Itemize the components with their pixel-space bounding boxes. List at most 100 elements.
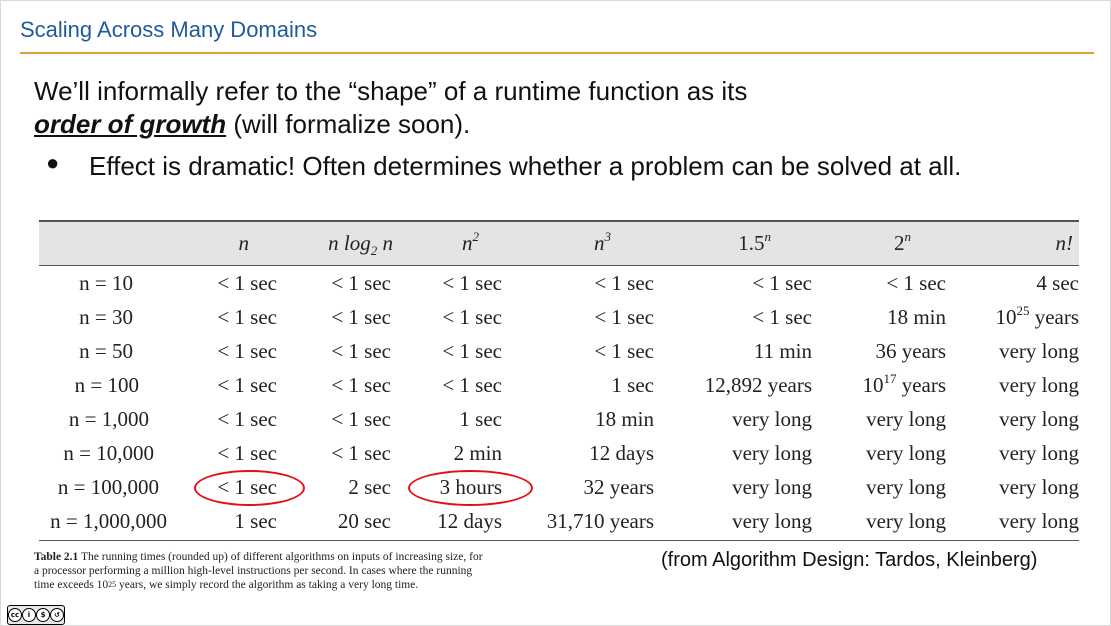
cell-post: years: [1029, 305, 1079, 329]
cell: 18 min: [887, 305, 946, 329]
cell: 2 min: [453, 441, 502, 465]
cell: < 1 sec: [331, 271, 391, 295]
bullet-text: Effect is dramatic! Often determines whe…: [89, 151, 962, 181]
cell: < 1 sec: [217, 271, 277, 295]
header-15n-base: 1.5: [738, 231, 765, 255]
highlight-circle-lt1sec: [194, 470, 305, 506]
cc-license-icon: cc i $ ↺: [7, 605, 65, 625]
cell: very long: [866, 407, 946, 431]
cell: < 1 sec: [331, 305, 391, 329]
cell: very long: [866, 441, 946, 465]
cell: < 1 sec: [331, 339, 391, 363]
cell-exp: 17: [883, 371, 897, 386]
cell-exp: 25: [1016, 303, 1030, 318]
header-n2-exp: 2: [472, 229, 480, 244]
source-citation: (from Algorithm Design: Tardos, Kleinber…: [661, 549, 1038, 571]
cell: 4 sec: [1036, 271, 1079, 295]
cell: very long: [866, 475, 946, 499]
cell: very long: [732, 441, 812, 465]
header-nlogn-sub: 2: [370, 243, 378, 259]
cell: < 1 sec: [442, 271, 502, 295]
table-row: n = 30 < 1 sec < 1 sec < 1 sec < 1 sec <…: [39, 301, 1079, 335]
cell: 36 years: [875, 339, 946, 363]
header-nlogn-a: n log: [328, 231, 371, 255]
slide-title: Scaling Across Many Domains: [20, 17, 318, 42]
cell: 2 sec: [348, 475, 391, 499]
cell: 1 sec: [459, 407, 502, 431]
row-label: n = 100,000: [57, 475, 159, 499]
table-row: n = 1,000 < 1 sec < 1 sec 1 sec 18 min v…: [39, 403, 1079, 437]
table-caption: Table 2.1 The running times (rounded up)…: [34, 550, 486, 592]
cell: 1025 years: [959, 303, 1079, 330]
cell: 18 min: [595, 407, 654, 431]
row-label: n = 10: [79, 271, 133, 295]
highlight-circle-3hours: [408, 470, 533, 506]
cell: 31,710 years: [546, 509, 654, 533]
cell: very long: [999, 407, 1079, 431]
header-n3: n3: [559, 229, 612, 256]
cell: 11 min: [753, 339, 812, 363]
bullet-dot-icon: ●: [46, 150, 60, 175]
cell: very long: [999, 475, 1079, 499]
cell: < 1 sec: [594, 305, 654, 329]
header-2n-exp: n: [904, 229, 912, 244]
table-row: n = 50 < 1 sec < 1 sec < 1 sec < 1 sec 1…: [39, 335, 1079, 369]
nc-icon: $: [36, 608, 50, 622]
cell: < 1 sec: [752, 271, 812, 295]
cell: 20 sec: [337, 509, 391, 533]
cell: 12,892 years: [704, 373, 812, 397]
table-row: n = 10 < 1 sec < 1 sec < 1 sec < 1 sec <…: [39, 267, 1079, 301]
row-label: n = 50: [79, 339, 133, 363]
table-bottom-rule: [39, 540, 1079, 541]
cell: very long: [999, 339, 1079, 363]
cell-base: 10: [995, 305, 1017, 329]
cell: < 1 sec: [331, 373, 391, 397]
header-n3-exp: 3: [604, 229, 612, 244]
sa-icon: ↺: [50, 608, 64, 622]
header-nfactorial: n!: [1055, 231, 1074, 255]
cell: 32 years: [583, 475, 654, 499]
table-row: n = 1,000,000 1 sec 20 sec 12 days 31,71…: [39, 505, 1079, 539]
row-label: n = 100: [74, 373, 139, 397]
row-label: n = 1,000: [68, 407, 149, 431]
title-underline: [20, 52, 1094, 54]
cell: very long: [999, 509, 1079, 533]
cell-post: years: [896, 373, 946, 397]
row-label: n = 30: [79, 305, 133, 329]
caption-text-a: The running times (rounded up) of differ…: [34, 551, 483, 591]
header-2n-base: 2: [894, 231, 905, 255]
header-n3-base: n: [594, 231, 605, 255]
cell: < 1 sec: [331, 407, 391, 431]
cell: 1017 years: [829, 371, 946, 398]
intro-line-1: We’ll informally refer to the “shape” of…: [34, 76, 748, 106]
header-nlogn: n log2 n: [307, 231, 393, 259]
table-row: n = 100 < 1 sec < 1 sec < 1 sec 1 sec 12…: [39, 369, 1079, 403]
header-nlogn-b: n: [377, 231, 394, 255]
cell: < 1 sec: [886, 271, 946, 295]
cell: < 1 sec: [217, 339, 277, 363]
header-15n-exp: n: [764, 229, 772, 244]
row-label: n = 10,000: [63, 441, 154, 465]
table-row: n = 10,000 < 1 sec < 1 sec 2 min 12 days…: [39, 437, 1079, 471]
order-of-growth-term: order of growth: [34, 109, 227, 139]
cc-icon: cc: [8, 608, 22, 622]
header-15n: 1.5n: [719, 229, 772, 256]
header-2n: 2n: [859, 229, 912, 256]
cell: < 1 sec: [594, 339, 654, 363]
cell: < 1 sec: [331, 441, 391, 465]
intro-text: We’ll informally refer to the “shape” of…: [34, 75, 747, 141]
cell: < 1 sec: [442, 305, 502, 329]
cell: very long: [732, 407, 812, 431]
cell: very long: [732, 475, 812, 499]
cell: 12 days: [589, 441, 654, 465]
cell: 1 sec: [234, 509, 277, 533]
cell: < 1 sec: [594, 271, 654, 295]
header-n2-base: n: [462, 231, 473, 255]
cell: < 1 sec: [442, 373, 502, 397]
row-label: n = 1,000,000: [50, 509, 167, 533]
header-n: n: [238, 231, 250, 255]
cell: 12 days: [437, 509, 502, 533]
cell-base: 10: [862, 373, 884, 397]
by-icon: i: [22, 608, 36, 622]
